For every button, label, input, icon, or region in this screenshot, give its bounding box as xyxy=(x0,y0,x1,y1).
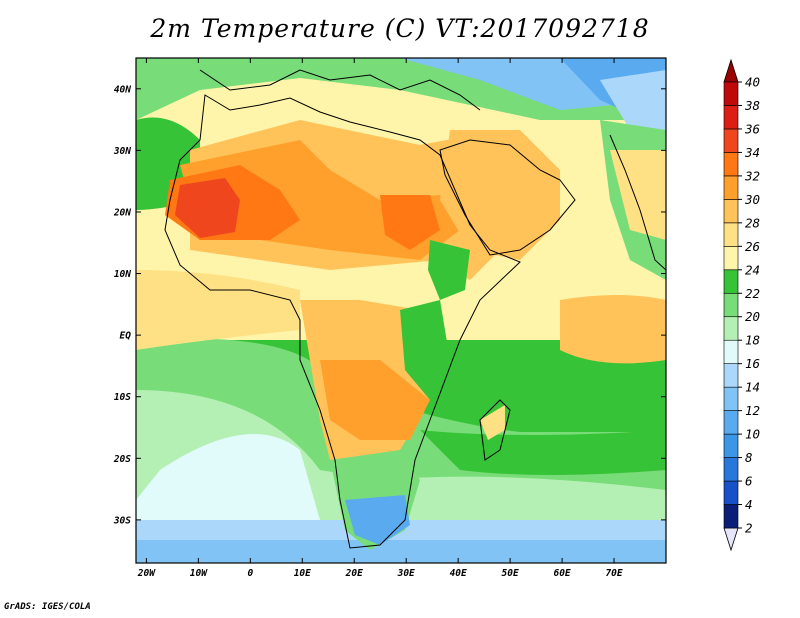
colorbar-box xyxy=(723,339,739,364)
axis-ticks: 20W 10W 0 10E 20E 30E 40E 50E 60E 70E 40N 30N 20N 10N… xyxy=(113,58,666,579)
lon-tick-label: 70E xyxy=(605,568,622,579)
coastlines xyxy=(164,69,666,549)
colorbar-label: 28 xyxy=(745,215,760,230)
lat-tick-label: 10S xyxy=(114,392,131,403)
lat-tick-label: 10N xyxy=(114,269,131,280)
lon-tick-label: 10W xyxy=(190,568,208,579)
colorbar-box xyxy=(723,386,739,411)
colorbar-box xyxy=(723,152,739,177)
colorbar-label: 20 xyxy=(745,309,760,324)
colorbar-label: 22 xyxy=(745,286,760,301)
colorbar-box xyxy=(723,433,739,458)
colorbar-box xyxy=(723,410,739,435)
lon-tick-label: 20E xyxy=(345,568,363,579)
colorbar-box xyxy=(723,292,739,318)
lon-tick-label: 40E xyxy=(450,568,467,579)
lon-tick-label: 0 xyxy=(247,568,253,579)
colorbar-box xyxy=(723,363,739,388)
plot-frame xyxy=(135,57,667,564)
lon-tick-label: 50E xyxy=(502,568,519,579)
colorbar-top-arrow xyxy=(723,58,739,83)
colorbar-label: 16 xyxy=(745,356,760,371)
india-coastline xyxy=(609,134,666,271)
colorbar-label: 4 xyxy=(745,497,753,512)
arabia-coastline xyxy=(439,139,576,256)
lat-tick-label: 20S xyxy=(113,454,131,465)
credit-text: GrADS: IGES/COLA xyxy=(4,602,91,612)
colorbar-box xyxy=(723,175,739,200)
colorbar-box xyxy=(723,504,739,529)
lat-tick-label: 30N xyxy=(113,146,131,157)
colorbar-label: 36 xyxy=(744,121,760,136)
map-title: 2m Temperature (C) VT:2017092718 xyxy=(150,14,650,43)
colorbar-label: 26 xyxy=(745,239,760,254)
lat-tick-label: EQ xyxy=(120,331,132,342)
lat-tick-label: 20N xyxy=(113,207,131,218)
colorbar-box xyxy=(723,269,739,294)
africa-coastline xyxy=(164,94,521,549)
lon-tick-label: 10E xyxy=(294,568,311,579)
colorbar-box xyxy=(723,316,739,341)
colorbar-label: 24 xyxy=(745,262,760,277)
colorbar-label: 30 xyxy=(744,192,760,207)
colorbar-box xyxy=(723,480,739,505)
colorbar-box xyxy=(723,222,739,247)
colorbar-box xyxy=(723,199,739,224)
colorbar-label: 32 xyxy=(744,168,760,183)
colorbar-bottom-arrow xyxy=(723,527,739,552)
madagascar-coastline xyxy=(479,399,511,461)
colorbar-label: 10 xyxy=(745,427,760,442)
colorbar-label: 8 xyxy=(745,450,753,465)
lat-tick-label: 40N xyxy=(114,84,131,95)
colorbar-box xyxy=(723,105,739,130)
lon-tick-label: 20W xyxy=(137,568,156,579)
colorbar-label: 2 xyxy=(745,521,753,536)
colorbar-label: 34 xyxy=(744,145,760,160)
colorbar-label: 14 xyxy=(745,380,760,395)
colorbar-label: 18 xyxy=(745,333,760,348)
lon-tick-label: 30E xyxy=(397,568,415,579)
colorbar-label: 6 xyxy=(745,474,753,489)
colorbar-box xyxy=(723,81,739,106)
europe-coastline xyxy=(199,69,481,111)
colorbar-label: 40 xyxy=(745,75,760,90)
colorbar-box xyxy=(723,457,739,482)
temperature-field xyxy=(136,58,666,563)
colorbar-label: 38 xyxy=(744,98,760,113)
colorbar-box xyxy=(723,246,739,271)
colorbar-label: 12 xyxy=(745,403,760,418)
lat-tick-label: 30S xyxy=(113,515,131,526)
lon-tick-label: 60E xyxy=(553,568,570,579)
colorbar-box xyxy=(723,128,739,153)
